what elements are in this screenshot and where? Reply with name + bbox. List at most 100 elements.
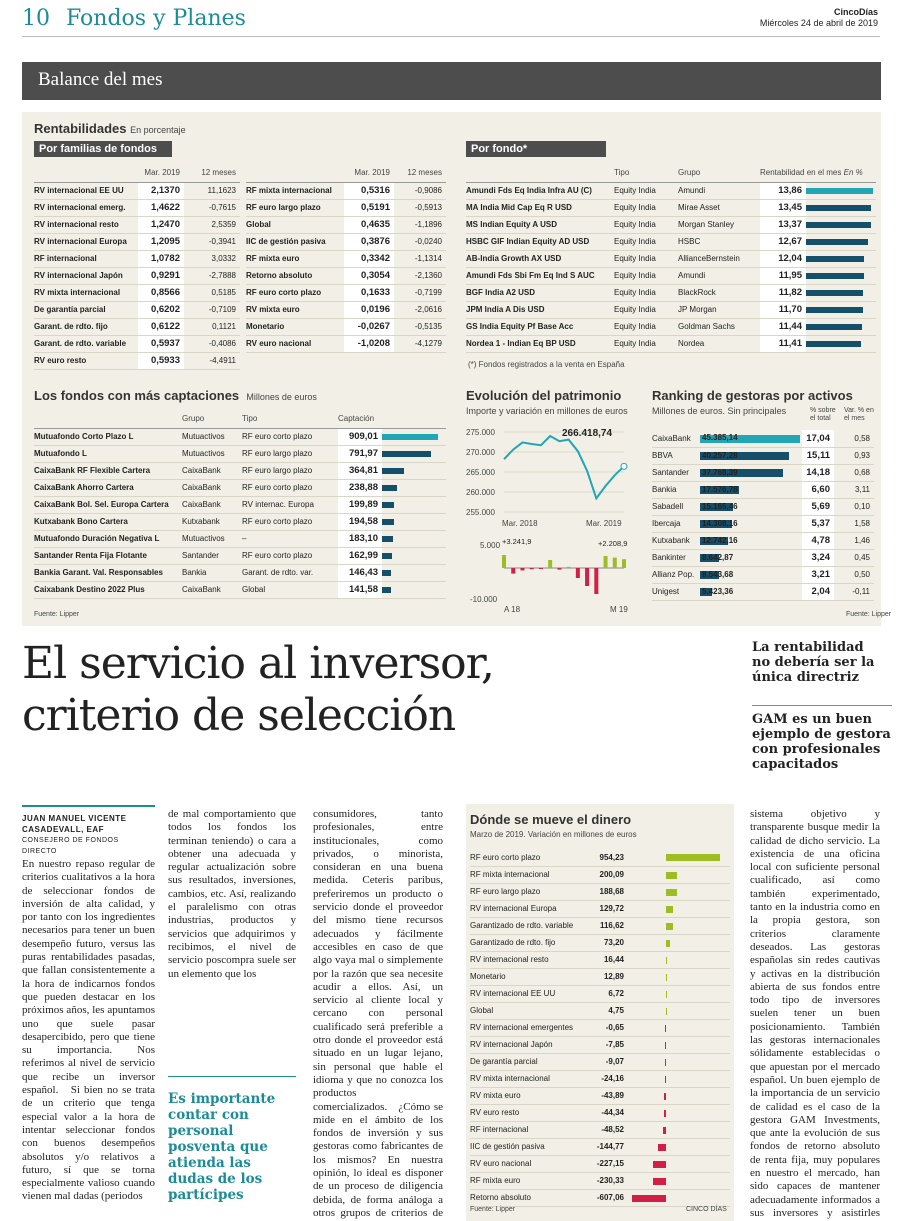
fund-group: Nordea [678,335,760,353]
family-12m: -4,1279 [394,335,446,353]
money-row: Garantizado de rdto. variable 116,62 [470,917,730,935]
money-bar-cell [628,917,730,935]
money-category: RF mixta internacional [470,866,582,884]
fund-return: 11,70 [760,301,806,319]
fund-bar-cell [806,318,876,336]
family-12m: 0,1121 [184,318,240,336]
var-tick-label: 5.000 [480,541,501,550]
family-12m: -2,0616 [394,301,446,319]
money-bar [666,905,674,913]
rank-bar-cell: 40.257,28 [700,447,802,465]
capt-bar-cell [382,496,446,514]
fund-name: Amundi Fds Eq India Infra AU (C) [466,182,614,200]
rank-var: 3,11 [834,481,874,499]
fund-return: 12,67 [760,233,806,251]
money-bar [663,1092,666,1100]
col-grupo: Grupo [678,164,760,183]
fund-bar [806,306,863,313]
money-bar-cell [628,1053,730,1071]
fund-row: MS Indian Equity A USD Equity India Morgan… [466,216,876,234]
family-name: RV internacional Europa [34,233,138,251]
rank-assets: 8.642,87 [702,552,734,562]
money-row: RV internacional Europa 129,72 [470,900,730,918]
money-bar [632,1194,666,1202]
evol-title: Evolución del patrimonio [466,388,622,403]
money-title: Dónde se mueve el dinero [470,812,632,827]
money-bar-cell [628,1189,730,1207]
header-rule [22,36,880,37]
fund-type: Equity India [614,199,678,217]
family-12m: -1,1896 [394,216,446,234]
capt-type: Global [242,581,338,599]
capt-value: 364,81 [338,462,382,480]
capt-type: RF euro corto plazo [242,479,338,497]
pull-quote: Es importante contar con personal posven… [168,1076,296,1203]
fund-name: MS Indian Equity A USD [466,216,614,234]
family-row: De garantía parcial 0,6202 -0,7109 [34,301,240,319]
last-point [620,462,628,470]
capt-source: Fuente: Lipper [34,611,80,618]
issue-date: Miércoles 24 de abril de 2019 [759,18,878,28]
capt-row: CaixaBank RF Flexible Cartera CaixaBank RF… [34,462,446,480]
family-row: RV euro nacional -1,0208 -4,1279 [246,335,446,353]
capt-type: RF euro corto plazo [242,547,338,565]
fund-bar [806,289,864,296]
subhead-2: GAM es un buen ejemplo de gestora con pr… [752,705,892,772]
money-category: Garantizado de rdto. fijo [470,934,582,952]
rank-var: 1,58 [834,515,874,533]
money-category: Global [470,1002,582,1020]
last-value-label: 266.418,74 [562,428,612,439]
rank-row: Sabadell 15.165,46 5,69 0,10 [652,498,874,516]
family-name: RF euro largo plazo [246,199,344,217]
rank-bar-cell: 37.768,39 [700,464,802,482]
fund-row: BGF India A2 USD Equity India BlackRock 11,… [466,284,876,302]
rank-bar [700,519,732,528]
money-bar-cell [628,1155,730,1173]
money-bar-cell [628,951,730,969]
family-12m: 11,1623 [184,182,240,200]
capt-col-grupo: Grupo [182,410,242,429]
fund-bar [806,221,871,228]
family-row: RV internacional resto 1,2470 2,5359 [34,216,240,234]
capt-group: Kutxabank [182,513,242,531]
money-value: -0,65 [582,1019,628,1037]
variation-bar [511,568,516,574]
capt-bar-cell [382,479,446,497]
money-bar [665,1058,666,1066]
money-row: RF mixta euro -230,33 [470,1172,730,1190]
rank-row: Allianz Pop. 8.543,68 3,21 0,50 [652,566,874,584]
rank-bar [700,553,720,562]
capt-bar-cell [382,513,446,531]
money-row: RF euro largo plazo 188,68 [470,883,730,901]
family-name: RF euro corto plazo [246,284,344,302]
rank-var: 0,68 [834,464,874,482]
rank-row: Kutxabank 12.742,16 4,78 1,46 [652,532,874,550]
family-name: IIC de gestión pasiva [246,233,344,251]
capt-bar [382,518,394,525]
family-12m: 2,5359 [184,216,240,234]
variation-bar [585,568,590,586]
rank-assets: 8.543,68 [702,569,734,579]
fund-group: AllianceBernstein [678,250,760,268]
family-row: RV internacional Japón 0,9291 -2,7888 [34,267,240,285]
capt-row: CaixaBank Bol. Sel. Europa Cartera CaixaB… [34,496,446,514]
money-value: -144,77 [582,1138,628,1156]
family-mar: 0,5933 [138,352,184,370]
fund-return: 13,45 [760,199,806,217]
money-bar-cell [628,866,730,884]
money-bar-cell [628,1070,730,1088]
money-value: 4,75 [582,1002,628,1020]
masthead: CincoDías Miércoles 24 de abril de 2019 [760,7,878,29]
money-bar-cell [628,1138,730,1156]
money-category: Retorno absoluto [470,1189,582,1207]
family-mar: 1,0782 [138,250,184,268]
money-bar-cell [628,1121,730,1139]
rank-share: 4,78 [802,532,834,550]
fund-name: HSBC GIF Indian Equity AD USD [466,233,614,251]
money-row: Retorno absoluto -607,06 [470,1189,730,1207]
capt-value: 183,10 [338,530,382,548]
money-bar-cell [628,985,730,1003]
money-row: RF mixta internacional 200,09 [470,866,730,884]
fund-group: BlackRock [678,284,760,302]
capt-bar [382,501,395,508]
